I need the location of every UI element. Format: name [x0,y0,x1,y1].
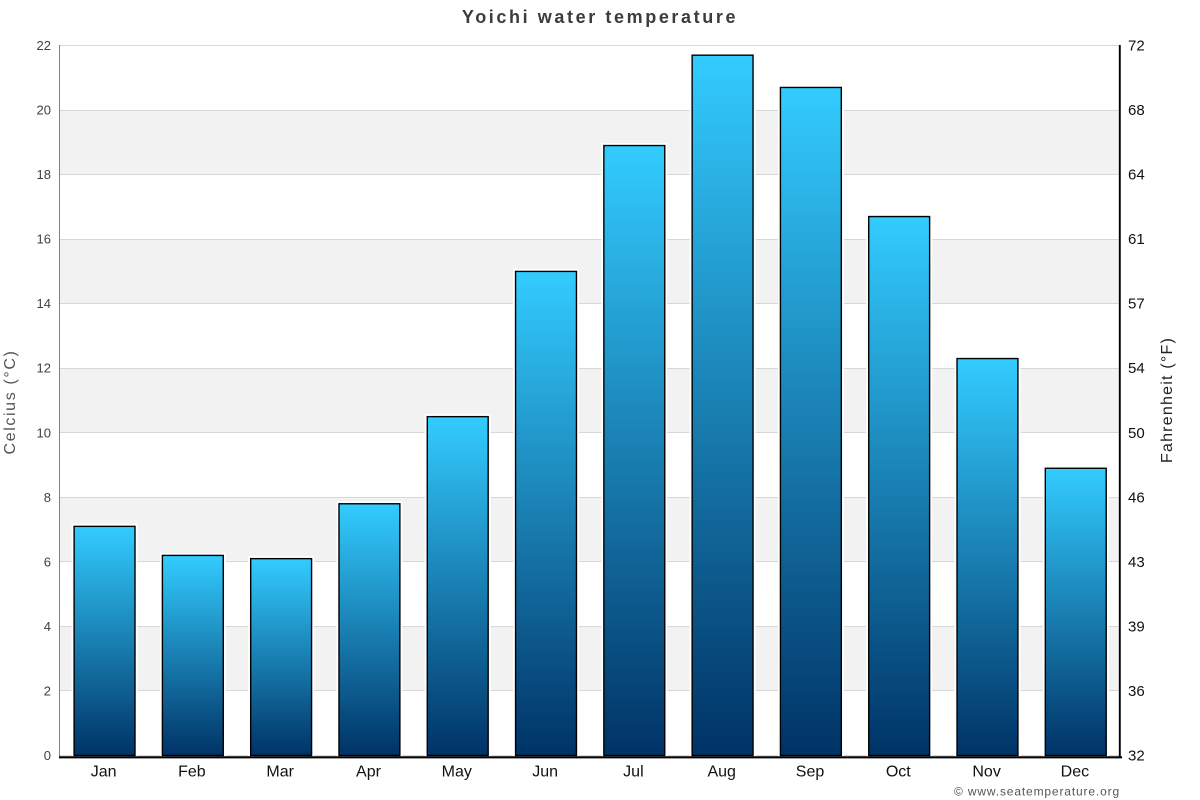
svg-text:39: 39 [1128,618,1145,635]
svg-text:46: 46 [1128,489,1145,506]
svg-text:22: 22 [37,38,51,53]
svg-text:68: 68 [1128,102,1145,119]
svg-text:36: 36 [1128,683,1145,700]
svg-text:61: 61 [1128,231,1145,248]
svg-text:16: 16 [37,232,51,247]
svg-text:Celcius (°C): Celcius (°C) [2,350,19,455]
svg-text:10: 10 [37,425,51,440]
svg-text:14: 14 [37,296,51,311]
svg-text:18: 18 [37,167,51,182]
svg-text:4: 4 [44,619,51,634]
svg-text:8: 8 [44,490,51,505]
svg-text:Dec: Dec [1061,764,1089,781]
svg-text:Yoichi water temperature: Yoichi water temperature [462,7,738,27]
svg-text:May: May [442,764,472,781]
svg-text:Jan: Jan [91,764,117,781]
svg-text:50: 50 [1128,425,1145,442]
svg-text:64: 64 [1128,167,1145,184]
svg-text:12: 12 [37,361,51,376]
svg-text:0: 0 [44,748,51,763]
svg-text:Aug: Aug [707,764,735,781]
svg-text:54: 54 [1128,360,1145,377]
svg-text:© www.seatemperature.org: © www.seatemperature.org [954,785,1120,799]
svg-text:Jun: Jun [532,764,558,781]
svg-text:20: 20 [37,103,51,118]
svg-text:72: 72 [1128,38,1145,55]
svg-text:43: 43 [1128,554,1145,571]
svg-text:Fahrenheit (°F): Fahrenheit (°F) [1159,337,1176,463]
svg-text:57: 57 [1128,296,1145,313]
svg-text:Sep: Sep [796,764,825,781]
svg-text:6: 6 [44,554,51,569]
svg-text:32: 32 [1128,748,1145,765]
svg-text:Nov: Nov [972,764,1000,781]
svg-text:Apr: Apr [356,764,382,781]
svg-text:Jul: Jul [623,764,643,781]
svg-text:Oct: Oct [886,764,911,781]
svg-text:Feb: Feb [178,764,206,781]
svg-text:Mar: Mar [266,764,294,781]
svg-text:2: 2 [44,683,51,698]
